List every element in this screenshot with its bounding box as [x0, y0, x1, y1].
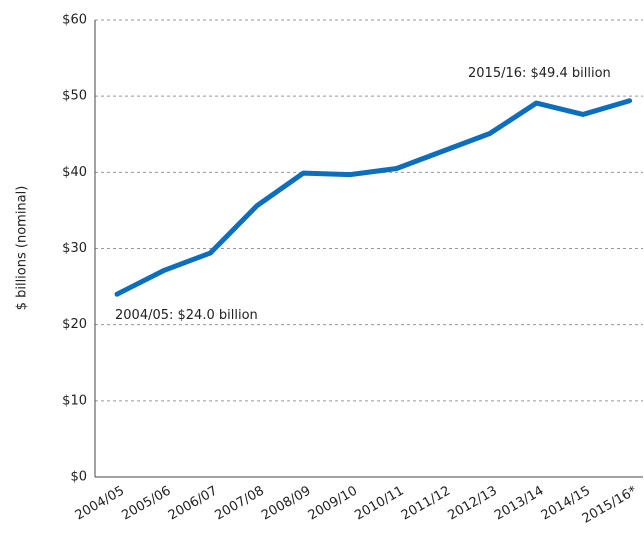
y-tick-label: $0 [70, 470, 87, 485]
x-tick-label: 2006/07 [166, 483, 220, 523]
y-tick-label: $60 [62, 13, 87, 28]
y-tick-label: $50 [62, 89, 87, 104]
annotation: 2004/05: $24.0 billion [115, 308, 258, 323]
x-tick-label: 2008/09 [259, 483, 313, 523]
x-tick-label: 2010/11 [352, 483, 406, 523]
line-series [114, 98, 633, 297]
x-tick-label: 2005/06 [119, 483, 173, 523]
y-tick-label: $10 [62, 393, 87, 408]
y-tick-label: $30 [62, 241, 87, 256]
x-tick-label: 2007/08 [213, 483, 267, 523]
annotation: 2015/16: $49.4 billion [468, 66, 611, 81]
x-tick-label: 2004/05 [73, 483, 127, 523]
y-tick-label: $40 [62, 165, 87, 180]
x-tick-label: 2011/12 [399, 483, 453, 523]
y-axis-label: $ billions (nominal) [15, 186, 30, 311]
x-tick-label: 2012/13 [446, 483, 500, 523]
y-tick-label: $20 [62, 317, 87, 332]
x-tick-label: 2013/14 [492, 483, 546, 523]
x-tick-label: 2009/10 [306, 483, 360, 523]
